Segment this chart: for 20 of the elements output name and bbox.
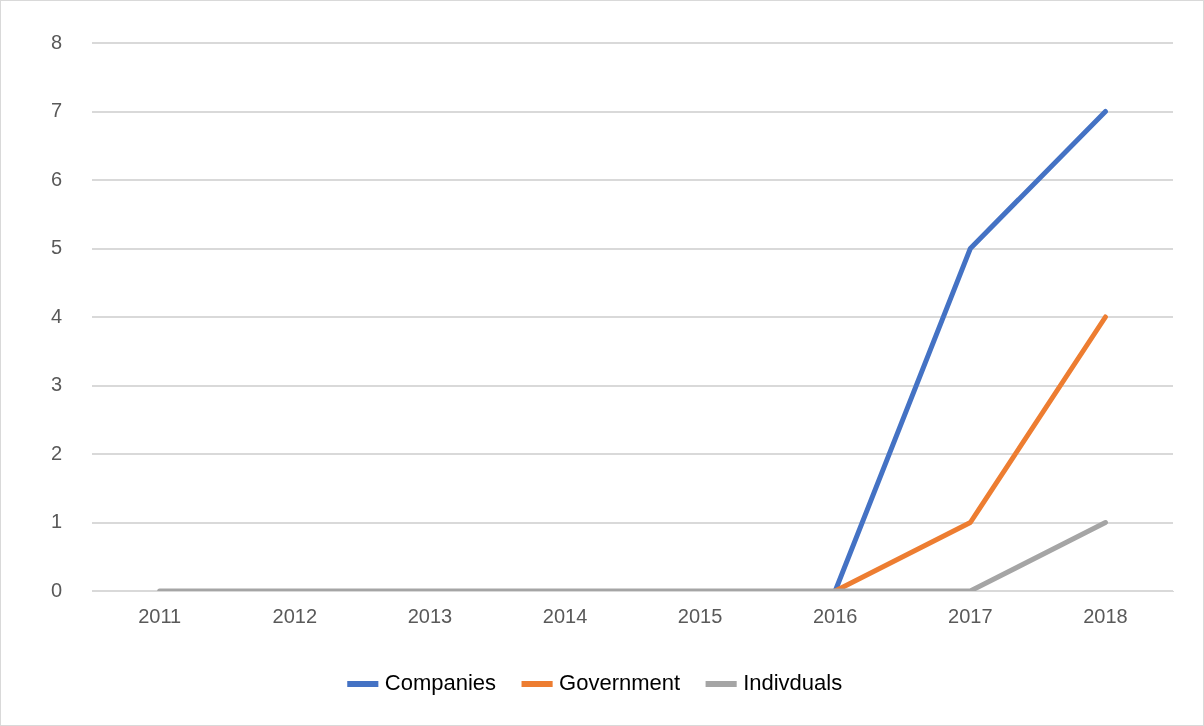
x-tick-label: 2015 (677, 604, 723, 627)
y-tick-label: 1 (51, 510, 63, 533)
y-tick-label: 2 (51, 441, 63, 464)
y-tick-label: 0 (51, 578, 63, 601)
x-tick-label: 2014 (542, 604, 588, 627)
y-tick-label: 3 (51, 373, 63, 396)
x-tick-label: 2016 (812, 604, 858, 627)
y-tick-label: 8 (51, 30, 63, 53)
x-tick-label: 2018 (1083, 604, 1128, 627)
x-tick-label: 2013 (407, 604, 453, 627)
x-tick-label: 2012 (272, 604, 318, 627)
legend-label: Companies (384, 670, 497, 696)
y-tick-label: 6 (51, 167, 63, 190)
y-tick-label: 5 (51, 236, 63, 259)
legend-label: Government (559, 670, 681, 696)
y-tick-label: 4 (51, 304, 63, 327)
x-tick-label: 2017 (948, 604, 993, 627)
legend-label: Indivduals (743, 670, 843, 696)
y-tick-label: 7 (51, 99, 63, 122)
x-tick-label: 2011 (138, 604, 182, 627)
